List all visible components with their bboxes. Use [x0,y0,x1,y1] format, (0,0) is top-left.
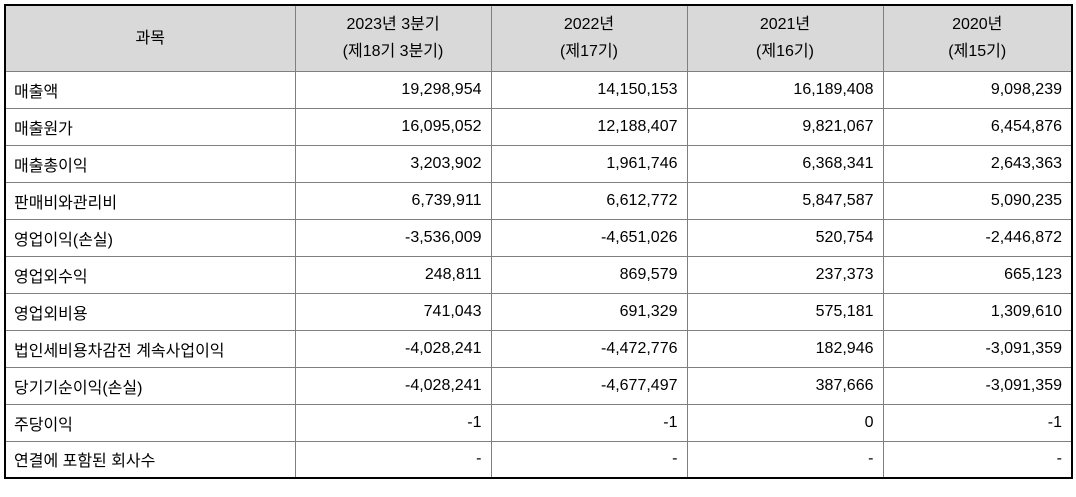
cell-value: 691,329 [490,292,688,331]
column-header-2021: 2021년 (제16기) [686,4,884,72]
table-row: 판매비와관리비 6,739,911 6,612,772 5,847,587 5,… [4,181,1073,220]
table-row: 당기기순이익(손실) -4,028,241 -4,677,497 387,666… [4,366,1073,405]
row-label: 영업이익(손실) [4,218,296,257]
table-row: 법인세비용차감전 계속사업이익 -4,028,241 -4,472,776 18… [4,329,1073,368]
cell-value: -3,091,359 [882,329,1073,368]
table-row: 매출원가 16,095,052 12,188,407 9,821,067 6,4… [4,107,1073,146]
cell-value: 16,095,052 [294,107,492,146]
cell-value: 6,739,911 [294,181,492,220]
cell-value: -1 [294,403,492,442]
cell-value: 182,946 [686,329,884,368]
cell-value: -4,677,497 [490,366,688,405]
table-row: 영업외비용 741,043 691,329 575,181 1,309,610 [4,292,1073,331]
column-header-label: 과목 [135,29,165,47]
cell-value: -4,028,241 [294,366,492,405]
cell-value: - [294,440,492,479]
column-header-2023q3: 2023년 3분기 (제18기 3분기) [294,4,492,72]
cell-value: 520,754 [686,218,884,257]
column-header-subject: 과목 [4,4,296,72]
cell-value: -4,028,241 [294,329,492,368]
cell-value: 237,373 [686,255,884,294]
cell-value: 665,123 [882,255,1073,294]
column-header-2022: 2022년 (제17기) [490,4,688,72]
column-header-sublabel: (제17기) [560,43,618,61]
cell-value: 14,150,153 [490,70,688,109]
table-row: 주당이익 -1 -1 0 -1 [4,403,1073,442]
cell-value: 12,188,407 [490,107,688,146]
cell-value: 6,454,876 [882,107,1073,146]
table-row: 매출총이익 3,203,902 1,961,746 6,368,341 2,64… [4,144,1073,183]
cell-value: 6,368,341 [686,144,884,183]
column-header-label: 2023년 3분기 [346,16,440,34]
column-header-label: 2022년 [563,16,615,34]
cell-value: -4,651,026 [490,218,688,257]
cell-value: 2,643,363 [882,144,1073,183]
cell-value: - [882,440,1073,479]
cell-value: -1 [882,403,1073,442]
column-header-label: 2020년 [952,16,1003,34]
row-label: 주당이익 [4,403,296,442]
cell-value: -2,446,872 [882,218,1073,257]
cell-value: 869,579 [490,255,688,294]
header-row: 과목 2023년 3분기 (제18기 3분기) 2022년 (제17기) 202… [4,4,1073,72]
row-label: 매출액 [4,70,296,109]
cell-value: -3,536,009 [294,218,492,257]
cell-value: -4,472,776 [490,329,688,368]
cell-value: 5,847,587 [686,181,884,220]
table-row: 영업외수익 248,811 869,579 237,373 665,123 [4,255,1073,294]
cell-value: 0 [686,403,884,442]
cell-value: - [490,440,688,479]
row-label: 영업외수익 [4,255,296,294]
cell-value: 575,181 [686,292,884,331]
row-label: 매출원가 [4,107,296,146]
cell-value: 9,098,239 [882,70,1073,109]
row-label: 당기기순이익(손실) [4,366,296,405]
cell-value: 741,043 [294,292,492,331]
financial-summary-table: 과목 2023년 3분기 (제18기 3분기) 2022년 (제17기) 202… [4,4,1073,479]
cell-value: - [686,440,884,479]
column-header-sublabel: (제15기) [948,43,1007,61]
row-label: 영업외비용 [4,292,296,331]
cell-value: -3,091,359 [882,366,1073,405]
cell-value: 6,612,772 [490,181,688,220]
cell-value: 3,203,902 [294,144,492,183]
table-row: 연결에 포함된 회사수 - - - - [4,440,1073,479]
cell-value: 248,811 [294,255,492,294]
table-row: 영업이익(손실) -3,536,009 -4,651,026 520,754 -… [4,218,1073,257]
cell-value: 19,298,954 [294,70,492,109]
cell-value: 9,821,067 [686,107,884,146]
cell-value: 387,666 [686,366,884,405]
row-label: 판매비와관리비 [4,181,296,220]
row-label: 법인세비용차감전 계속사업이익 [4,329,296,368]
column-header-2020: 2020년 (제15기) [882,4,1073,72]
row-label: 연결에 포함된 회사수 [4,440,296,479]
column-header-sublabel: (제16기) [756,43,814,61]
column-header-sublabel: (제18기 3분기) [342,43,444,61]
cell-value: 1,961,746 [490,144,688,183]
cell-value: 5,090,235 [882,181,1073,220]
table-row: 매출액 19,298,954 14,150,153 16,189,408 9,0… [4,70,1073,109]
cell-value: 1,309,610 [882,292,1073,331]
column-header-label: 2021년 [759,16,811,34]
cell-value: -1 [490,403,688,442]
cell-value: 16,189,408 [686,70,884,109]
row-label: 매출총이익 [4,144,296,183]
